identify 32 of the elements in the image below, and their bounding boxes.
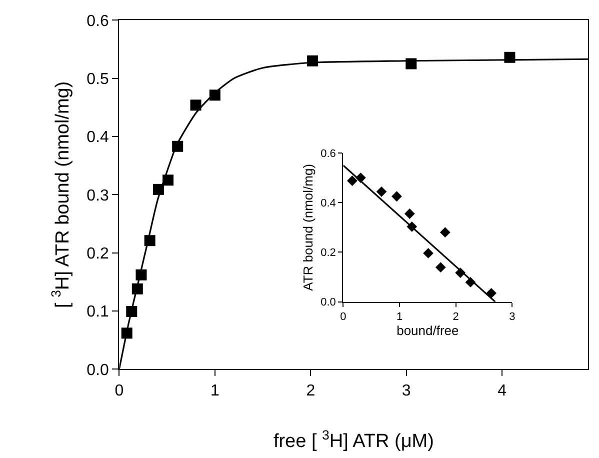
x-tick-label: 1 — [210, 382, 220, 400]
x-tick-label: 3 — [402, 382, 411, 400]
y-tick-label: 0.2 — [86, 245, 109, 262]
point — [190, 100, 202, 111]
y-tick-label: 0.3 — [86, 187, 109, 204]
y-tick-label: 0.6 — [320, 148, 336, 160]
y-tick-label: 0.2 — [320, 247, 336, 260]
y-tick-label: 0.1 — [86, 304, 109, 321]
y-tick-label: 0.6 — [86, 12, 109, 30]
point — [486, 288, 497, 298]
y-tick-label: 0.4 — [320, 197, 336, 210]
point — [392, 191, 402, 202]
x-tick-label: 0 — [114, 382, 124, 400]
x-tick-label: 3 — [509, 311, 516, 324]
y-tick-label: 0.5 — [86, 70, 109, 88]
point — [440, 227, 450, 238]
y-tick-label: 0.4 — [86, 129, 109, 146]
point — [347, 176, 358, 186]
x-tick-label: 2 — [452, 311, 459, 324]
point — [435, 262, 446, 273]
x-tick-label: 4 — [498, 382, 507, 400]
point — [404, 208, 415, 219]
y-axis-title: ATR bound (nmol/mg) — [300, 164, 316, 291]
y-tick-label: 0.0 — [86, 362, 109, 379]
x-axis-title: bound/free — [396, 323, 459, 338]
point — [423, 248, 434, 258]
x-tick-label: 1 — [396, 311, 403, 324]
x-tick-label: 2 — [306, 382, 316, 400]
x-axis-title: free [ $^{3}$H] ATR (μM) — [273, 427, 434, 452]
x-tick-label: 0 — [340, 311, 346, 324]
point — [376, 186, 387, 197]
y-tick-label: 0.0 — [320, 296, 336, 309]
